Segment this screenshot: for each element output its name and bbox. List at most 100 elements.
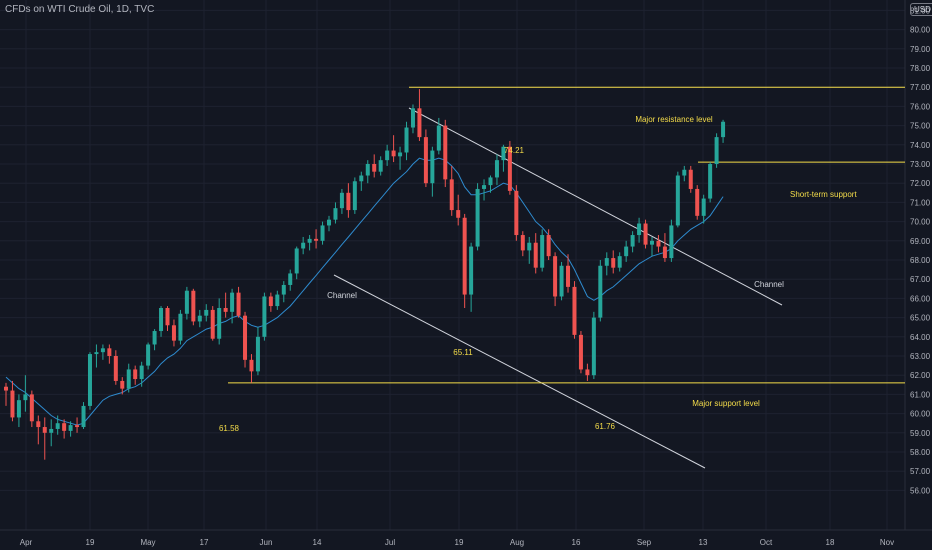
candle-body — [210, 309, 215, 339]
candle — [714, 133, 719, 168]
candle — [204, 304, 209, 322]
y-tick-label: 81.00 — [910, 6, 931, 15]
candle — [223, 292, 228, 318]
y-tick-label: 56.00 — [910, 486, 931, 495]
y-tick-label: 80.00 — [910, 26, 931, 35]
candle-body — [301, 242, 306, 249]
candle-body — [482, 185, 487, 189]
candle — [352, 177, 357, 214]
candle — [139, 361, 144, 387]
candle — [662, 233, 667, 262]
candle — [191, 288, 196, 326]
candle — [682, 165, 687, 182]
candle — [4, 382, 8, 406]
candle — [55, 415, 60, 435]
x-tick-label: May — [140, 538, 155, 547]
y-tick-label: 63.00 — [910, 352, 931, 361]
candle-body — [449, 179, 454, 211]
candle — [430, 146, 435, 197]
candle — [475, 183, 480, 251]
candle-body — [236, 292, 241, 316]
candle-body — [494, 160, 499, 178]
candle-body — [527, 242, 532, 251]
candle — [133, 365, 138, 385]
candle — [669, 219, 674, 262]
candle — [165, 306, 170, 332]
candle-body — [75, 425, 80, 428]
candle — [62, 419, 67, 439]
candle — [301, 236, 306, 255]
candle-body — [268, 296, 273, 307]
candle-body — [197, 315, 202, 322]
candle-body — [288, 273, 293, 285]
candle-body — [87, 354, 92, 406]
candle — [159, 306, 164, 337]
x-tick-label: Sep — [637, 538, 652, 547]
candle — [456, 194, 461, 226]
candle-body — [352, 181, 357, 211]
price-label-high: 74.21 — [504, 146, 525, 155]
channel-lower-line[interactable] — [333, 274, 706, 469]
candle — [281, 281, 286, 303]
candle — [288, 269, 293, 291]
candle — [49, 419, 54, 447]
candle — [391, 135, 396, 163]
candle-body — [566, 265, 571, 287]
candle — [637, 217, 642, 243]
candle — [314, 229, 319, 249]
x-tick-label: 13 — [699, 538, 708, 547]
channel-upper-line[interactable] — [408, 107, 783, 306]
y-tick-label: 79.00 — [910, 45, 931, 54]
candle — [398, 146, 403, 170]
candle-body — [553, 256, 558, 297]
candle-body — [29, 394, 34, 422]
y-tick-label: 61.00 — [910, 390, 931, 399]
candle-body — [488, 177, 493, 186]
candle — [572, 281, 577, 339]
candle — [695, 185, 700, 220]
candle-body — [178, 313, 183, 341]
x-tick-label: 18 — [826, 538, 835, 547]
candle-body — [230, 292, 235, 312]
major-support-label: Major support level — [692, 399, 760, 408]
y-tick-label: 64.00 — [910, 333, 931, 342]
candle-body — [275, 294, 280, 307]
candle-body — [417, 108, 422, 138]
candle-body — [243, 315, 248, 360]
candle — [327, 215, 331, 232]
candle-body — [223, 308, 228, 312]
x-tick-label: 19 — [455, 538, 464, 547]
candle-body — [650, 240, 654, 245]
candle-body — [436, 125, 441, 151]
price-label-low-jul: 65.11 — [453, 348, 473, 357]
candle — [36, 415, 41, 445]
candle-body — [520, 235, 525, 251]
candle — [275, 290, 280, 310]
y-tick-label: 75.00 — [910, 122, 931, 131]
candle — [262, 292, 267, 341]
candle-body — [378, 160, 383, 172]
candle-body — [572, 286, 577, 335]
candle-body — [372, 164, 377, 172]
candle — [540, 229, 545, 272]
candle-body — [533, 242, 538, 268]
candle — [611, 250, 616, 274]
candle — [81, 402, 86, 429]
candle-body — [294, 248, 299, 274]
candle-body — [469, 246, 474, 295]
candle — [533, 233, 538, 274]
candle — [462, 213, 467, 308]
candle-body — [146, 344, 151, 366]
channel-label-upper: Channel — [754, 280, 784, 289]
candle — [146, 342, 151, 370]
y-tick-label: 76.00 — [910, 102, 931, 111]
candle-body — [262, 296, 267, 337]
candle — [559, 261, 564, 301]
candle-body — [708, 164, 713, 199]
candle-body — [249, 359, 254, 372]
x-tick-label: Jun — [260, 538, 273, 547]
currency-button[interactable]: USD — [910, 3, 932, 16]
candle-body — [604, 258, 609, 266]
y-tick-label: 68.00 — [910, 256, 931, 265]
